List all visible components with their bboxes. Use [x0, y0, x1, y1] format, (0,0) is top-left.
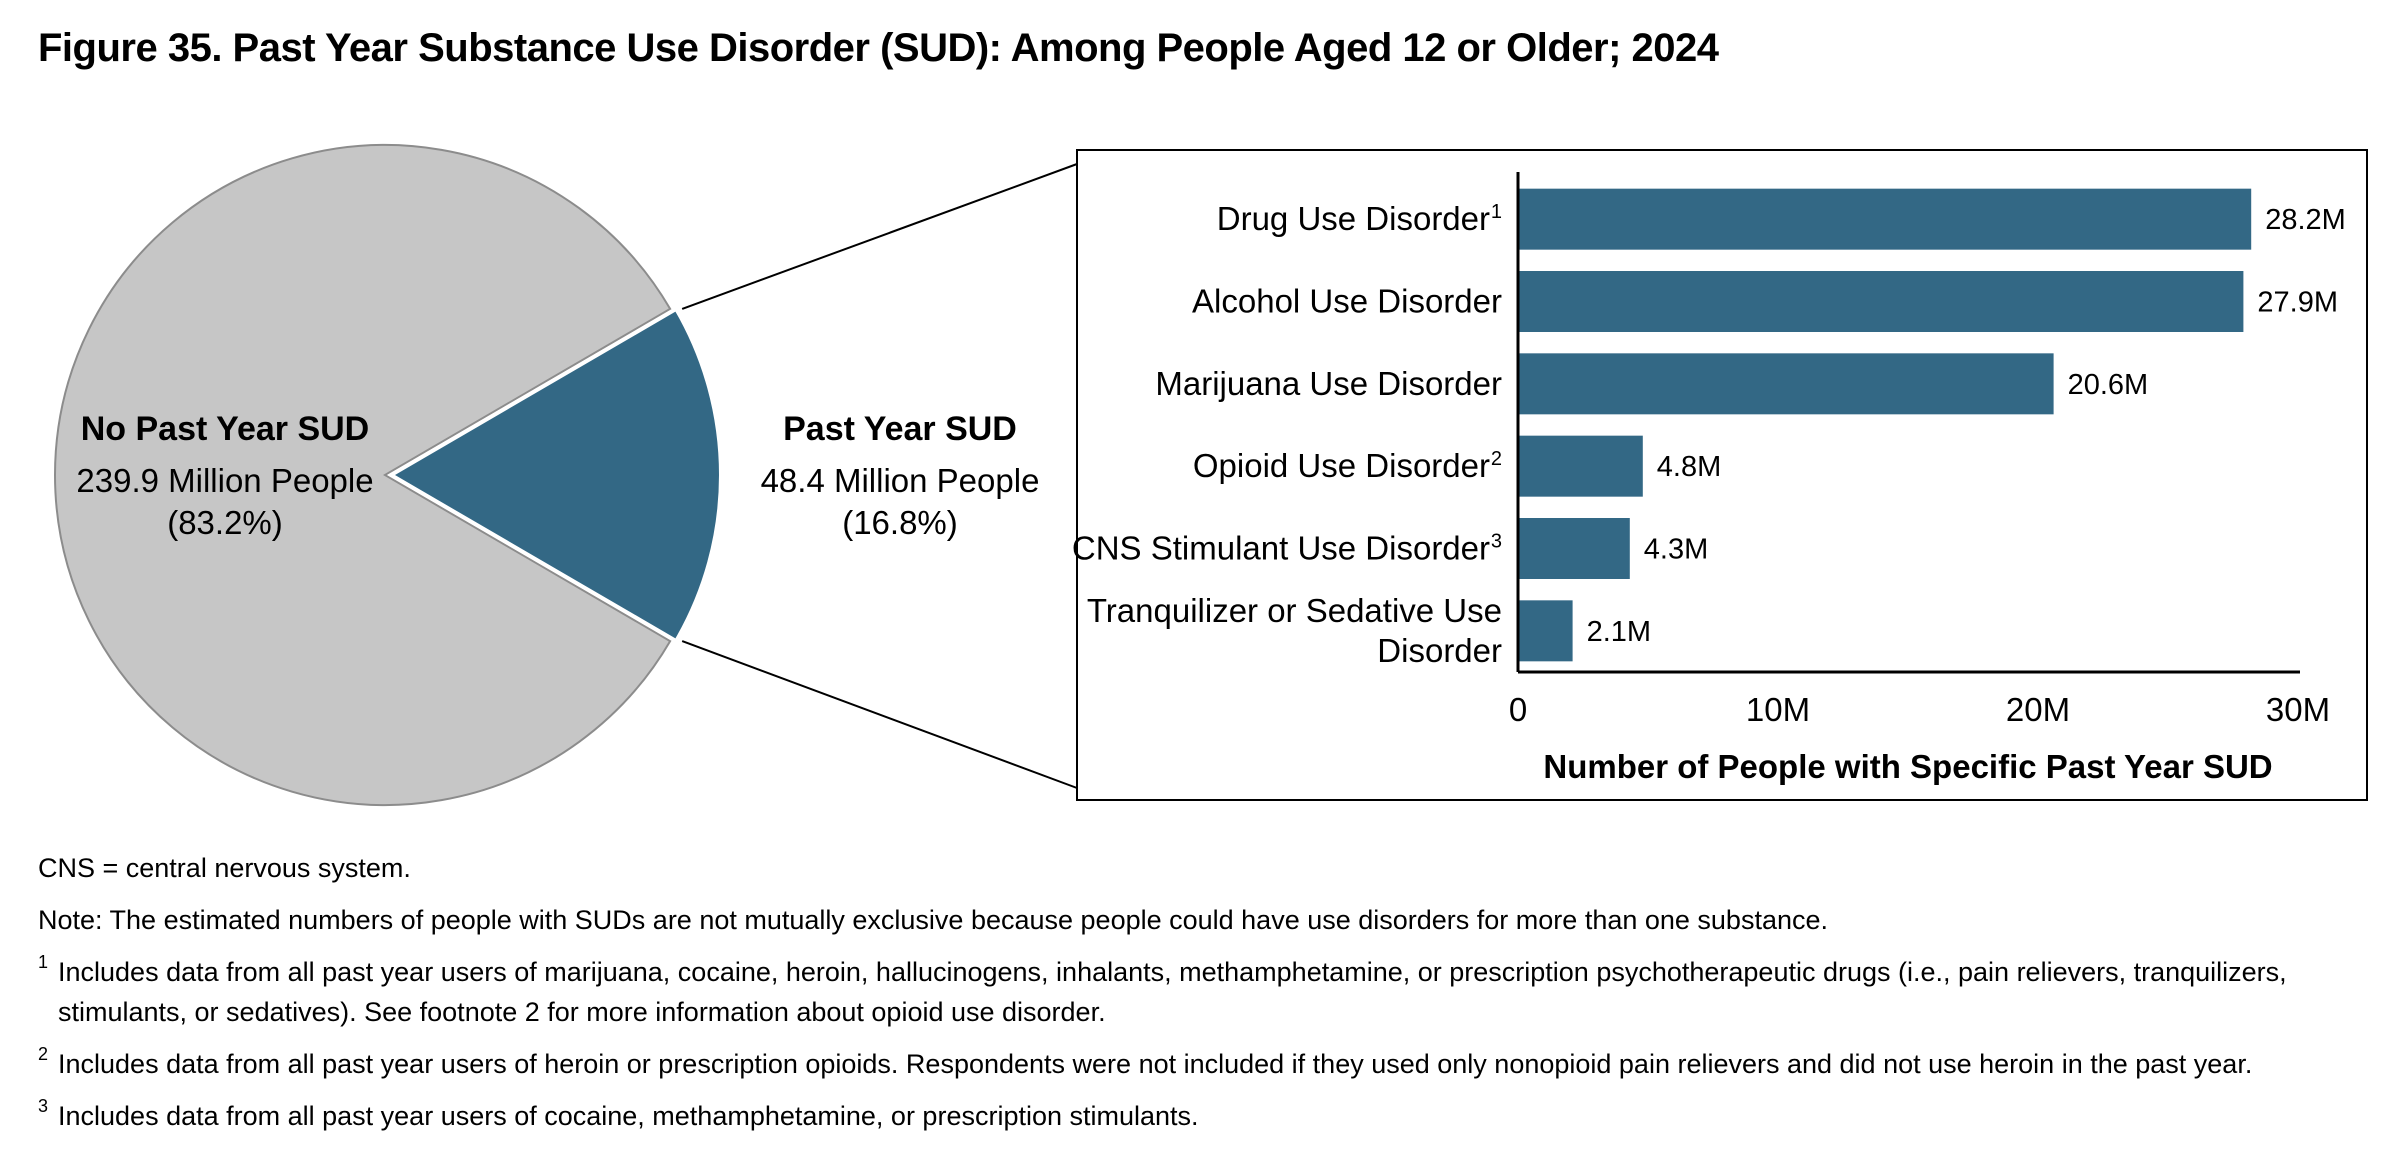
bar-value-label: 27.9M — [2257, 287, 2338, 319]
footnote-text: Includes data from all past year users o… — [58, 1101, 1199, 1131]
category-label: Alcohol Use Disorder — [1192, 283, 1502, 320]
chart-area: No Past Year SUD 239.9 Million People (83.… — [54, 144, 2368, 806]
footnote-text: Includes data from all past year users o… — [58, 1049, 2253, 1079]
bar-value-label: 4.8M — [1657, 451, 1721, 483]
category-superscript: 1 — [1491, 201, 1502, 223]
bar — [1518, 435, 1643, 497]
footnote-1: 1 Includes data from all past year users… — [38, 952, 2368, 1032]
bar-value-label: 28.2M — [2265, 204, 2346, 236]
footnote-marker: 2 — [38, 1044, 49, 1064]
pie-label-value: 48.4 Million People — [761, 462, 1040, 499]
pie-label-percent: (83.2%) — [167, 504, 283, 541]
footnote-marker: 3 — [38, 1096, 49, 1116]
bar — [1518, 353, 2054, 415]
category-label: Opioid Use Disorder — [1193, 447, 1490, 484]
bar-value-label: 2.1M — [1587, 616, 1651, 648]
category-label: Drug Use Disorder — [1217, 200, 1490, 237]
bar-value-label: 20.6M — [2068, 369, 2149, 401]
bar — [1518, 518, 1630, 579]
bar-chart: 28.2M Drug Use Disorder 1 27.9M Alcohol Use … — [1072, 149, 2368, 801]
pie-label-value: 239.9 Million People — [76, 462, 373, 499]
general-note: Note: The estimated numbers of people wi… — [38, 905, 1829, 935]
category-superscript: 3 — [1491, 531, 1502, 553]
footnote-text: Includes data from all past year users o… — [58, 957, 2287, 1027]
bar — [1518, 188, 2252, 250]
x-tick-label: 20M — [2006, 691, 2070, 728]
bar — [1518, 271, 2244, 332]
pie-label-name: No Past Year SUD — [81, 410, 370, 448]
abbreviation-note: CNS = central nervous system. — [38, 853, 411, 883]
notes-section: CNS = central nervous system. Note: The … — [38, 848, 2368, 1148]
bar — [1518, 600, 1573, 662]
footnote-3: 3 Includes data from all past year users… — [38, 1096, 2368, 1136]
bar-panel-frame — [1076, 149, 2368, 801]
pie-label-percent: (16.8%) — [842, 504, 958, 541]
figure-title: Figure 35. Past Year Substance Use Disor… — [38, 26, 1719, 70]
footnote-marker: 1 — [38, 952, 49, 972]
category-label: Disorder — [1377, 632, 1502, 669]
connector-line — [681, 163, 1078, 310]
zoom-connectors — [681, 163, 1078, 789]
category-label: Tranquilizer or Sedative Use — [1087, 592, 1502, 629]
bar-value-label: 4.3M — [1644, 534, 1708, 566]
pie-label-name: Past Year SUD — [783, 410, 1017, 448]
pie-slice-no-sud — [54, 144, 672, 806]
pie-chart: No Past Year SUD 239.9 Million People (83.… — [54, 144, 1040, 806]
x-axis-label: Number of People with Specific Past Year… — [1543, 748, 2272, 785]
x-tick-label: 0 — [1509, 691, 1527, 728]
category-superscript: 2 — [1491, 448, 1502, 470]
category-label: Marijuana Use Disorder — [1155, 365, 1502, 402]
category-label: CNS Stimulant Use Disorder — [1072, 530, 1490, 567]
x-tick-label: 10M — [1746, 691, 1810, 728]
footnote-2: 2 Includes data from all past year users… — [38, 1044, 2368, 1084]
connector-line — [681, 640, 1078, 789]
pie-slice-sud — [387, 306, 723, 644]
x-tick-label: 30M — [2266, 691, 2330, 728]
